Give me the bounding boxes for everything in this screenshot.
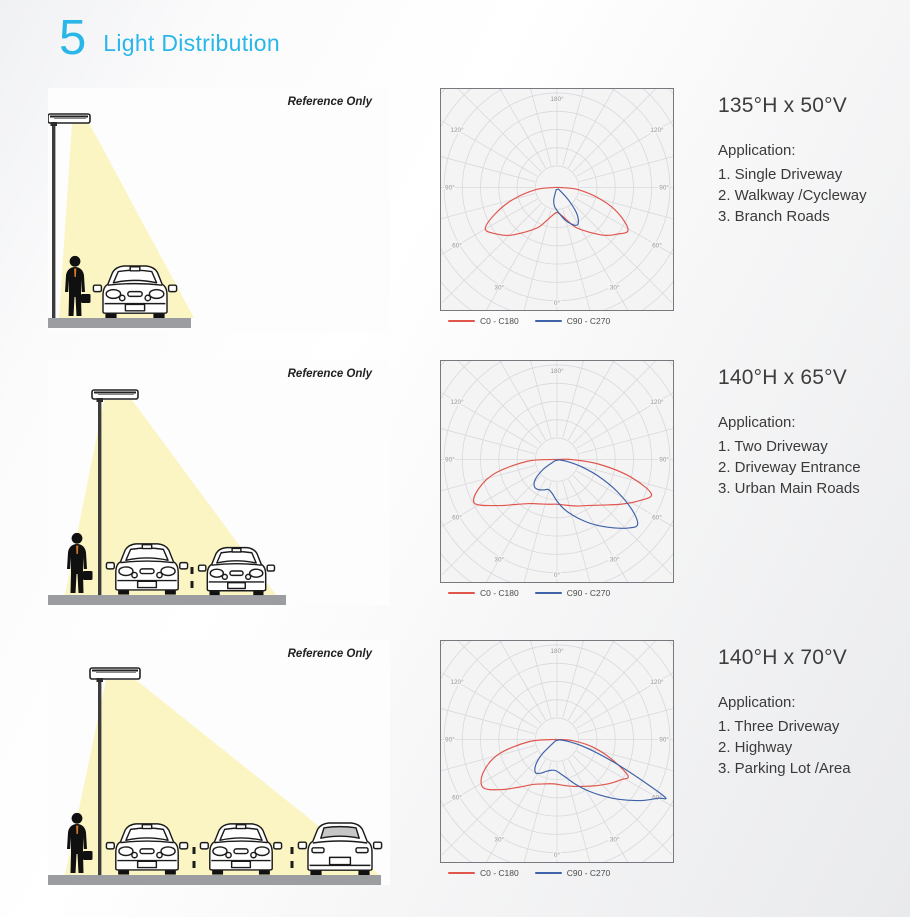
svg-text:90°: 90°: [445, 456, 455, 464]
legend-label: C0 - C180: [480, 868, 519, 878]
legend-blue-line-swatch: [534, 320, 562, 322]
chart-legend: C0 - C180 C90 - C270: [440, 868, 675, 878]
legend-key-c0-c180: C0 - C180: [448, 868, 519, 878]
svg-text:180°: 180°: [550, 367, 564, 375]
svg-text:90°: 90°: [659, 184, 669, 192]
polar-chart-block-3: 180° 120° 120° 90° 90° 60° 60° 30° 30° 0° C0 - C1…: [440, 640, 675, 878]
street-scene-graphic: [48, 113, 194, 328]
application-heading: Application:: [718, 142, 796, 159]
legend-blue-line-swatch: [534, 872, 562, 874]
svg-text:90°: 90°: [659, 736, 669, 744]
polar-chart-block-1: 180° 120° 120° 90° 90° 60° 60° 30° 30° 0° C0 - C1…: [440, 88, 675, 326]
svg-text:30°: 30°: [610, 556, 620, 564]
distribution-row-1: Reference Only 180° 120° 120° 90° 90° 60° 60° 3…: [0, 88, 910, 336]
chart-legend: C0 - C180 C90 - C270: [440, 588, 675, 598]
legend-red-line-swatch: [448, 872, 475, 874]
application-info-1: 135°H x 50°V Application: 1. Single Driv…: [718, 94, 908, 227]
application-item: 2. Driveway Entrance: [718, 459, 861, 476]
svg-text:180°: 180°: [550, 95, 564, 103]
beam-angle-title: 135°H x 50°V: [718, 94, 847, 117]
svg-text:60°: 60°: [652, 241, 662, 249]
svg-text:0°: 0°: [554, 299, 561, 307]
street-scene-graphic: [48, 667, 383, 885]
legend-label: C90 - C270: [566, 316, 611, 326]
svg-text:120°: 120°: [650, 126, 664, 134]
polar-distribution-diagram: 180° 120° 120° 90° 90° 60° 60° 30° 30° 0°: [440, 640, 674, 863]
application-list: 1. Two Driveway 2. Driveway Entrance 3. …: [718, 436, 908, 499]
svg-text:30°: 30°: [494, 284, 504, 292]
street-scene-graphic: [48, 389, 286, 605]
application-list: 1. Single Driveway 2. Walkway /Cycleway …: [718, 164, 908, 227]
legend-red-line-swatch: [448, 592, 475, 594]
svg-text:0°: 0°: [554, 851, 561, 859]
polar-distribution-diagram: 180° 120° 120° 90° 90° 60° 60° 30° 30° 0°: [440, 360, 674, 583]
svg-text:90°: 90°: [445, 736, 455, 744]
legend-label: C0 - C180: [480, 316, 519, 326]
svg-text:120°: 120°: [450, 126, 464, 134]
distribution-row-2: Reference Only 180° 120° 120° 90° 90° 60° 60° 3…: [0, 360, 910, 608]
beam-angle-title: 140°H x 65°V: [718, 366, 847, 389]
legend-red-line-swatch: [448, 320, 475, 322]
legend-label: C90 - C270: [566, 588, 611, 598]
svg-text:60°: 60°: [452, 241, 462, 249]
legend-label: C0 - C180: [480, 588, 519, 598]
legend-key-c90-c270: C90 - C270: [534, 316, 611, 326]
page-title: Light Distribution: [103, 30, 280, 56]
application-info-2: 140°H x 65°V Application: 1. Two Drivewa…: [718, 366, 908, 499]
application-item: 2. Highway: [718, 739, 793, 756]
reference-illustration-1: Reference Only: [48, 88, 390, 333]
reference-illustration-3: Reference Only: [48, 640, 390, 885]
svg-text:60°: 60°: [452, 793, 462, 801]
svg-text:0°: 0°: [554, 571, 561, 579]
svg-text:30°: 30°: [610, 836, 620, 844]
svg-text:30°: 30°: [494, 556, 504, 564]
beam-angle-title: 140°H x 70°V: [718, 646, 847, 669]
svg-text:90°: 90°: [445, 184, 455, 192]
reference-only-label: Reference Only: [287, 648, 372, 660]
section-header: 5 Light Distribution: [59, 14, 280, 63]
chart-legend: C0 - C180 C90 - C270: [440, 316, 675, 326]
application-info-3: 140°H x 70°V Application: 1. Three Drive…: [718, 646, 908, 779]
reference-only-label: Reference Only: [287, 368, 372, 380]
legend-key-c0-c180: C0 - C180: [448, 588, 519, 598]
distribution-row-3: Reference Only 180° 120° 120° 90° 90° 60° 60° 3…: [0, 640, 910, 888]
legend-key-c90-c270: C90 - C270: [534, 868, 611, 878]
application-item: 3. Parking Lot /Area: [718, 760, 851, 777]
svg-text:30°: 30°: [610, 284, 620, 292]
svg-text:60°: 60°: [452, 513, 462, 521]
application-item: 1. Two Driveway: [718, 438, 828, 455]
application-item: 3. Urban Main Roads: [718, 480, 860, 497]
svg-text:120°: 120°: [650, 398, 664, 406]
polar-distribution-diagram: 180° 120° 120° 90° 90° 60° 60° 30° 30° 0°: [440, 88, 674, 311]
svg-text:30°: 30°: [494, 836, 504, 844]
reference-only-label: Reference Only: [287, 96, 372, 108]
svg-text:120°: 120°: [650, 678, 664, 686]
application-item: 2. Walkway /Cycleway: [718, 187, 867, 204]
polar-chart-block-2: 180° 120° 120° 90° 90° 60° 60° 30° 30° 0° C0 - C1…: [440, 360, 675, 598]
application-heading: Application:: [718, 694, 796, 711]
application-item: 3. Branch Roads: [718, 208, 830, 225]
application-list: 1. Three Driveway 2. Highway 3. Parking …: [718, 716, 908, 779]
svg-text:60°: 60°: [652, 513, 662, 521]
application-heading: Application:: [718, 414, 796, 431]
section-number: 5: [59, 11, 88, 65]
svg-text:60°: 60°: [652, 793, 662, 801]
application-item: 1. Three Driveway: [718, 718, 840, 735]
svg-text:120°: 120°: [450, 678, 464, 686]
svg-text:180°: 180°: [550, 647, 564, 655]
legend-label: C90 - C270: [566, 868, 611, 878]
legend-key-c90-c270: C90 - C270: [534, 588, 611, 598]
legend-key-c0-c180: C0 - C180: [448, 316, 519, 326]
svg-text:90°: 90°: [659, 456, 669, 464]
application-item: 1. Single Driveway: [718, 166, 843, 183]
svg-text:120°: 120°: [450, 398, 464, 406]
reference-illustration-2: Reference Only: [48, 360, 390, 605]
legend-blue-line-swatch: [534, 592, 562, 594]
